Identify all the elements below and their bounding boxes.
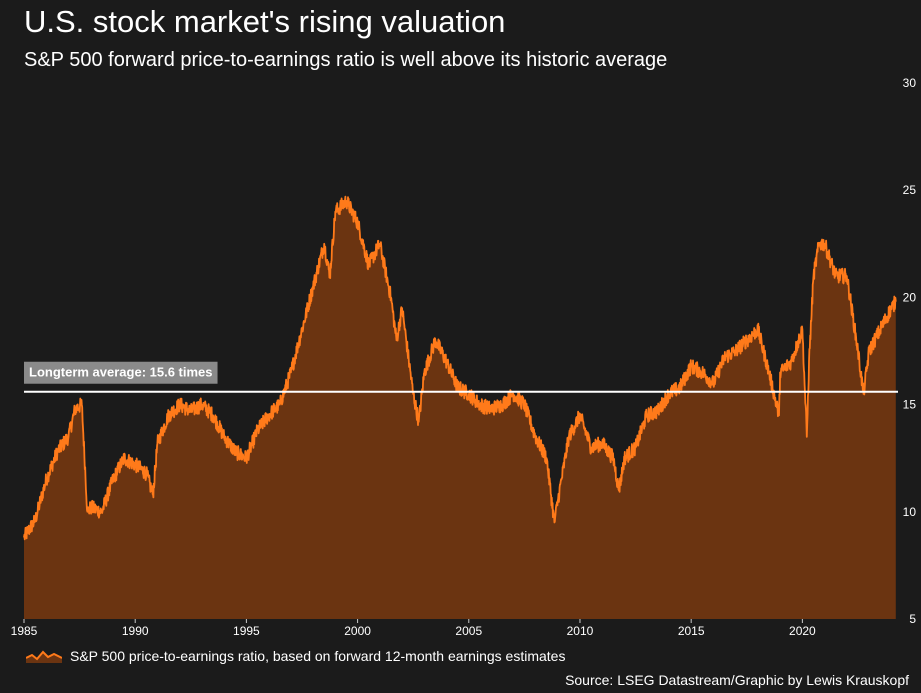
y-tick-label: 30 [903, 76, 917, 90]
y-tick-label: 5 [909, 612, 916, 626]
average-label: Longterm average: 15.6 times [29, 365, 213, 380]
legend-swatch-icon [25, 649, 63, 663]
x-tick-label: 1995 [233, 624, 260, 638]
legend-label: S&P 500 price-to-earnings ratio, based o… [70, 648, 566, 664]
x-tick-label: 2005 [455, 624, 482, 638]
x-tick-label: 2010 [567, 624, 594, 638]
y-tick-label: 10 [903, 505, 917, 519]
x-tick-label: 2015 [678, 624, 705, 638]
y-tick-label: 25 [903, 183, 917, 197]
y-tick-label: 20 [903, 290, 917, 304]
chart-subtitle: S&P 500 forward price-to-earnings ratio … [24, 49, 668, 71]
y-tick-label: 15 [903, 398, 917, 412]
x-tick-label: 2000 [344, 624, 371, 638]
series-line [23, 195, 897, 541]
series-area [24, 196, 896, 619]
chart-legend: S&P 500 price-to-earnings ratio, based o… [25, 648, 566, 664]
average-label-box [24, 361, 218, 384]
chart-title: U.S. stock market's rising valuation [24, 4, 506, 39]
x-tick-label: 1985 [11, 624, 38, 638]
source-credit: Source: LSEG Datastream/Graphic by Lewis… [565, 672, 909, 688]
x-tick-label: 2020 [789, 624, 816, 638]
x-tick-label: 1990 [122, 624, 149, 638]
